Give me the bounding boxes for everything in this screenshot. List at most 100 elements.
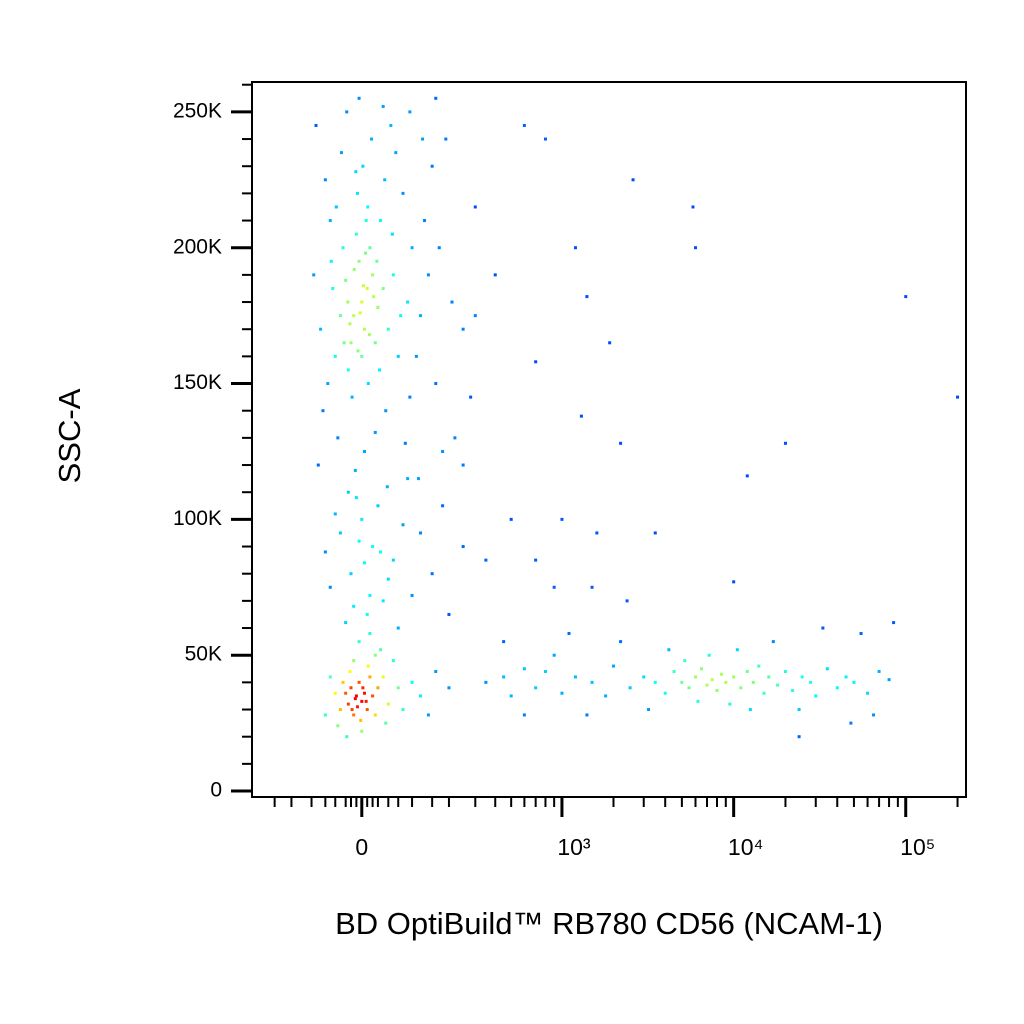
event-dot — [329, 259, 333, 263]
event-dot — [757, 664, 761, 668]
event-dot — [323, 713, 327, 717]
event-dot — [391, 273, 395, 277]
event-dot — [450, 300, 454, 304]
event-dot — [437, 246, 441, 250]
event-dot — [365, 286, 369, 290]
event-dot — [379, 550, 383, 554]
event-dot — [372, 295, 376, 299]
event-dot — [357, 640, 361, 644]
event-dot — [859, 631, 863, 635]
event-dot — [346, 490, 350, 494]
event-dot — [800, 675, 804, 679]
event-dot — [430, 164, 434, 168]
y-tick-label: 250K — [173, 99, 222, 122]
plot-frame — [251, 81, 967, 798]
event-dot — [375, 259, 379, 263]
event-dot — [365, 708, 369, 712]
event-dot — [522, 123, 526, 127]
event-dot — [336, 724, 340, 728]
event-dot — [585, 295, 589, 299]
event-dot — [821, 626, 825, 630]
event-dot — [366, 205, 370, 209]
event-dot — [364, 251, 368, 255]
event-dot — [373, 341, 377, 345]
event-dot — [336, 436, 340, 440]
event-dot — [667, 648, 671, 652]
event-dot — [892, 621, 896, 625]
event-dot — [416, 477, 420, 481]
event-dot — [680, 680, 684, 684]
event-dot — [361, 284, 365, 288]
event-dot — [339, 151, 343, 155]
event-dot — [590, 585, 594, 589]
event-dot — [560, 517, 564, 521]
event-dot — [376, 686, 380, 690]
event-dot — [367, 333, 371, 337]
event-dot — [394, 151, 398, 155]
event-dot — [509, 694, 513, 698]
event-dot — [567, 631, 571, 635]
event-dot — [444, 137, 448, 141]
event-dot — [328, 585, 332, 589]
event-dot — [751, 680, 755, 684]
event-dot — [371, 273, 375, 277]
event-dot — [346, 702, 350, 706]
event-dot — [381, 675, 385, 679]
event-dot — [326, 382, 330, 386]
event-dot — [348, 322, 352, 326]
event-dot — [625, 599, 629, 603]
event-dot — [745, 474, 749, 478]
event-dot — [710, 678, 714, 682]
event-dot — [371, 694, 375, 698]
event-dot — [384, 409, 388, 413]
event-dot — [672, 669, 676, 673]
event-dot — [608, 341, 612, 345]
x-tick-label: 0 — [355, 834, 368, 860]
event-dot — [696, 699, 700, 703]
event-dot — [579, 414, 583, 418]
event-dot — [699, 667, 703, 671]
event-dot — [312, 273, 316, 277]
event-dot — [363, 691, 367, 695]
event-dot — [534, 686, 538, 690]
event-dot — [361, 164, 365, 168]
event-dot — [735, 648, 739, 652]
event-dot — [469, 395, 473, 399]
event-dot — [331, 286, 335, 290]
event-dot — [647, 708, 651, 712]
event-dot — [354, 232, 358, 236]
event-dot — [493, 273, 497, 277]
event-dot — [619, 640, 623, 644]
event-dot — [619, 441, 623, 445]
event-dot — [406, 477, 410, 481]
event-dot — [419, 531, 423, 535]
event-dot — [360, 729, 364, 733]
event-dot — [346, 300, 350, 304]
event-dot — [352, 659, 356, 663]
event-dot — [381, 104, 385, 108]
event-dot — [534, 558, 538, 562]
event-dot — [628, 686, 632, 690]
event-dot — [368, 246, 372, 250]
event-dot — [590, 680, 594, 684]
event-dot — [334, 205, 338, 209]
event-dot — [866, 691, 870, 695]
event-dot — [522, 713, 526, 717]
event-dot — [314, 123, 318, 127]
event-dot — [350, 395, 354, 399]
event-dot — [447, 686, 451, 690]
event-dot — [877, 669, 881, 673]
event-dot — [366, 382, 370, 386]
y-tick-label: 0 — [210, 779, 222, 802]
event-dot — [825, 667, 829, 671]
event-dot — [368, 631, 372, 635]
event-dot — [560, 691, 564, 695]
event-dot — [349, 341, 353, 345]
event-dot — [447, 612, 451, 616]
event-dot — [391, 558, 395, 562]
event-dot — [363, 327, 367, 331]
event-dot — [396, 354, 400, 358]
event-dot — [357, 539, 361, 543]
event-dot — [642, 675, 646, 679]
event-dot — [376, 504, 380, 508]
